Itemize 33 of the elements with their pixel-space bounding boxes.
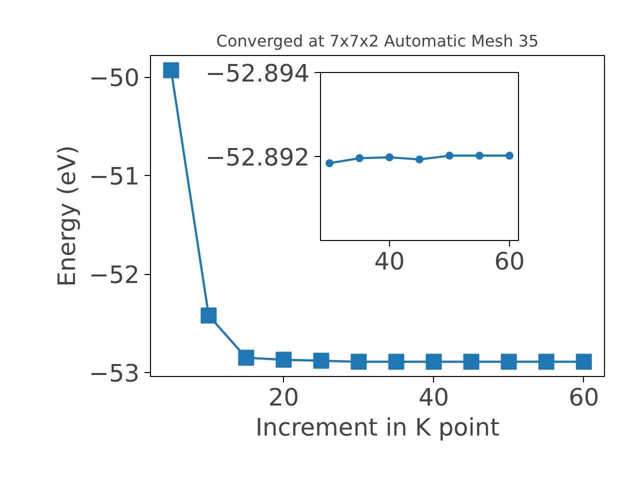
point (538, 354, 554, 370)
point (446, 152, 454, 160)
point (476, 152, 484, 160)
point (463, 354, 480, 370)
point (200, 307, 217, 324)
y-tick-label: −52 (88, 261, 140, 290)
chart-title: Converged at 7x7x2 Automatic Mesh 35 (216, 32, 539, 50)
point (163, 62, 180, 78)
y-axis-title: Energy (eV) (52, 145, 81, 287)
point (326, 159, 334, 168)
x-tick-label: 60 (494, 248, 525, 276)
point (416, 155, 424, 164)
point (356, 154, 364, 162)
point (500, 354, 517, 370)
point (350, 354, 367, 370)
x-tick-label: 20 (268, 384, 299, 412)
y-tick-label: −51 (88, 162, 140, 191)
x-tick-label: 60 (568, 384, 600, 412)
x-axis-title: Increment in K point (255, 414, 500, 442)
point (238, 350, 254, 366)
point (313, 352, 330, 369)
y-tick-label: −52.892 (205, 144, 310, 172)
point (386, 153, 394, 162)
point (388, 354, 404, 370)
point (276, 352, 292, 368)
y-tick-label: −50 (88, 64, 140, 92)
point (576, 354, 592, 370)
point (506, 152, 514, 160)
y-tick-label: −52.894 (205, 60, 310, 88)
y-tick-label: −53 (88, 360, 140, 388)
point (426, 354, 442, 370)
x-tick-label: 40 (374, 248, 405, 276)
x-tick-label: 40 (418, 384, 450, 412)
